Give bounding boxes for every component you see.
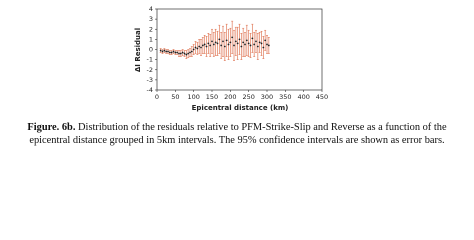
- point: [260, 42, 263, 45]
- point: [220, 44, 223, 47]
- point: [256, 45, 259, 48]
- y-tick-label: 3: [149, 15, 153, 23]
- point: [249, 44, 252, 47]
- x-tick-label: 450: [316, 93, 328, 101]
- point: [225, 39, 228, 42]
- x-tick-label: 150: [206, 93, 218, 101]
- y-tick-label: 0: [149, 46, 153, 54]
- point: [176, 51, 179, 54]
- point: [214, 41, 217, 44]
- point: [245, 39, 248, 42]
- point: [253, 43, 256, 46]
- point: [181, 51, 184, 54]
- x-tick-label: 300: [261, 93, 273, 101]
- point: [170, 51, 173, 54]
- x-tick-label: 250: [242, 93, 254, 101]
- point: [179, 52, 182, 55]
- y-axis-label: ΔI Residual: [134, 28, 142, 72]
- point: [167, 50, 169, 53]
- point: [200, 46, 202, 49]
- point: [211, 40, 213, 43]
- x-axis-label: Epicentral distance (km): [192, 104, 289, 112]
- point: [174, 51, 177, 54]
- point: [198, 45, 201, 48]
- y-tick-label: -2: [147, 66, 153, 74]
- point: [187, 52, 190, 55]
- point: [165, 50, 168, 53]
- point: [172, 50, 175, 53]
- point: [216, 42, 219, 45]
- point: [222, 40, 224, 43]
- point: [192, 48, 195, 51]
- point: [227, 43, 230, 46]
- figure: Epicentral distance (km) ΔI Residual -4 -…: [6, 5, 468, 147]
- point: [207, 42, 210, 45]
- point: [264, 39, 267, 42]
- point: [240, 45, 243, 48]
- point: [234, 40, 237, 43]
- point: [238, 38, 241, 41]
- point: [247, 42, 250, 45]
- x-tick-label: 350: [279, 93, 291, 101]
- y-tick-label: 4: [149, 5, 153, 13]
- point: [267, 44, 270, 47]
- point: [251, 37, 254, 40]
- point: [185, 53, 188, 56]
- y-tick-label: -1: [147, 56, 153, 64]
- point: [266, 43, 268, 46]
- point: [183, 52, 186, 55]
- caption-label: Figure. 6b.: [27, 122, 76, 133]
- y-tick-label: 2: [149, 25, 153, 33]
- x-tick-label: 200: [224, 93, 236, 101]
- x-tick-label: 100: [187, 93, 199, 101]
- point: [159, 49, 162, 52]
- point: [212, 43, 215, 46]
- chart: Epicentral distance (km) ΔI Residual -4 -…: [134, 5, 328, 112]
- y-tick-label: -4: [147, 86, 153, 94]
- point: [236, 42, 239, 45]
- point: [178, 52, 180, 55]
- x-tick-label: 400: [297, 93, 309, 101]
- point: [223, 45, 226, 48]
- point: [258, 41, 261, 44]
- point: [196, 47, 199, 50]
- y-tick-label: -3: [147, 76, 153, 84]
- caption: Figure. 6b. Distribution of the residual…: [6, 121, 468, 147]
- point: [244, 43, 246, 46]
- point: [231, 36, 234, 39]
- point: [194, 46, 197, 49]
- caption-text: Distribution of the residuals relative t…: [29, 122, 447, 146]
- point: [163, 49, 166, 52]
- point: [242, 41, 245, 44]
- point: [209, 44, 212, 47]
- x-tick-label: 0: [155, 93, 159, 101]
- point: [203, 43, 206, 46]
- point: [205, 45, 208, 48]
- point: [229, 41, 232, 44]
- x-tick-label: 50: [171, 93, 179, 101]
- point: [161, 50, 164, 53]
- point: [262, 46, 265, 49]
- point: [201, 44, 204, 47]
- point: [233, 44, 235, 47]
- point: [190, 50, 193, 53]
- point: [255, 40, 257, 43]
- point: [168, 51, 171, 54]
- point: [189, 51, 191, 54]
- point: [218, 38, 221, 41]
- y-tick-label: 1: [149, 35, 153, 43]
